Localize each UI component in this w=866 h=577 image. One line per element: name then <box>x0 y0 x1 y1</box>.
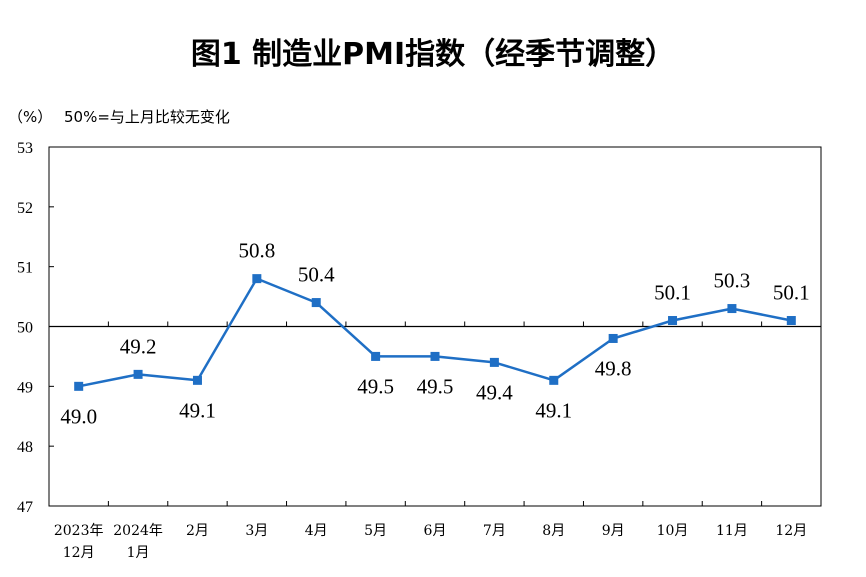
y-tick-label: 51 <box>17 260 33 277</box>
data-point <box>668 316 678 326</box>
data-label: 49.4 <box>476 380 513 404</box>
y-tick-label: 53 <box>17 140 33 157</box>
x-tick-label-line: 12月 <box>63 545 95 561</box>
x-tick-label-line: 6月 <box>424 523 447 539</box>
x-tick-label-line: 7月 <box>483 523 506 539</box>
x-tick-label-line: 2024年 <box>113 523 163 539</box>
data-label: 49.2 <box>120 334 157 358</box>
data-point <box>549 375 559 385</box>
x-tick-label: 2023年 12月 <box>54 523 104 561</box>
x-tick-label-line: 5月 <box>364 523 387 539</box>
x-tick-label-line: 12月 <box>775 523 807 539</box>
x-tick-label: 9月 <box>602 523 625 539</box>
x-tick-label: 5月 <box>364 523 387 539</box>
data-label: 49.5 <box>357 374 394 398</box>
data-label: 50.1 <box>773 281 810 305</box>
chart-note: 50%=与上月比较无变化 <box>64 108 230 126</box>
x-tick-label-line: 3月 <box>245 523 268 539</box>
y-unit-label: （%） <box>8 108 52 126</box>
axes: 47 48 49 50 51 52 53 2023年 12月 2024年 1月 2月 3月 4月 5月 6月 7… <box>17 140 821 561</box>
x-tick-label: 6月 <box>424 523 447 539</box>
data-label: 50.4 <box>298 263 335 287</box>
x-tick-label-line: 2月 <box>186 523 209 539</box>
data-point <box>311 298 321 308</box>
y-tick-label: 49 <box>17 379 33 396</box>
x-tick-label-line: 4月 <box>305 523 328 539</box>
data-point <box>489 357 499 367</box>
data-point <box>430 351 440 361</box>
x-tick-label: 3月 <box>245 523 268 539</box>
y-tick-label: 50 <box>17 320 33 337</box>
data-label: 49.0 <box>60 404 97 428</box>
x-tick-label: 12月 <box>775 523 807 539</box>
x-tick-label: 10月 <box>657 523 689 539</box>
data-point <box>608 333 618 343</box>
x-tick-label: 7月 <box>483 523 506 539</box>
data-label: 49.1 <box>535 398 572 422</box>
data-label: 50.1 <box>654 281 691 305</box>
data-point <box>74 381 84 391</box>
data-point <box>133 369 143 379</box>
x-tick-label: 8月 <box>542 523 565 539</box>
data-point <box>727 304 737 314</box>
series-group: 49.0 49.2 49.1 50.8 50.4 49.5 49.5 49.4 49.1 49.8… <box>60 239 809 429</box>
x-tick-label-line: 11月 <box>716 523 748 539</box>
y-tick-label: 52 <box>17 200 33 217</box>
data-point <box>786 316 796 326</box>
x-tick-label-line: 9月 <box>602 523 625 539</box>
chart-title: 图1 制造业PMI指数（经季节调整） <box>191 37 675 72</box>
x-tick-label: 2024年 1月 <box>113 523 163 561</box>
data-label: 49.8 <box>595 356 632 380</box>
y-tick-label: 47 <box>17 499 33 516</box>
data-label: 50.8 <box>238 239 275 263</box>
x-tick-label-line: 10月 <box>657 523 689 539</box>
data-point <box>371 351 381 361</box>
data-point <box>252 274 262 284</box>
x-tick-label: 4月 <box>305 523 328 539</box>
x-tick-label-line: 8月 <box>542 523 565 539</box>
data-label: 49.5 <box>417 374 454 398</box>
x-tick-label: 2月 <box>186 523 209 539</box>
data-point <box>192 375 202 385</box>
x-tick-label: 11月 <box>716 523 748 539</box>
data-label: 50.3 <box>714 269 751 293</box>
x-tick-label-line: 2023年 <box>54 523 104 539</box>
x-tick-label-line: 1月 <box>127 545 150 561</box>
data-label: 49.1 <box>179 398 216 422</box>
y-tick-label: 48 <box>17 439 33 456</box>
